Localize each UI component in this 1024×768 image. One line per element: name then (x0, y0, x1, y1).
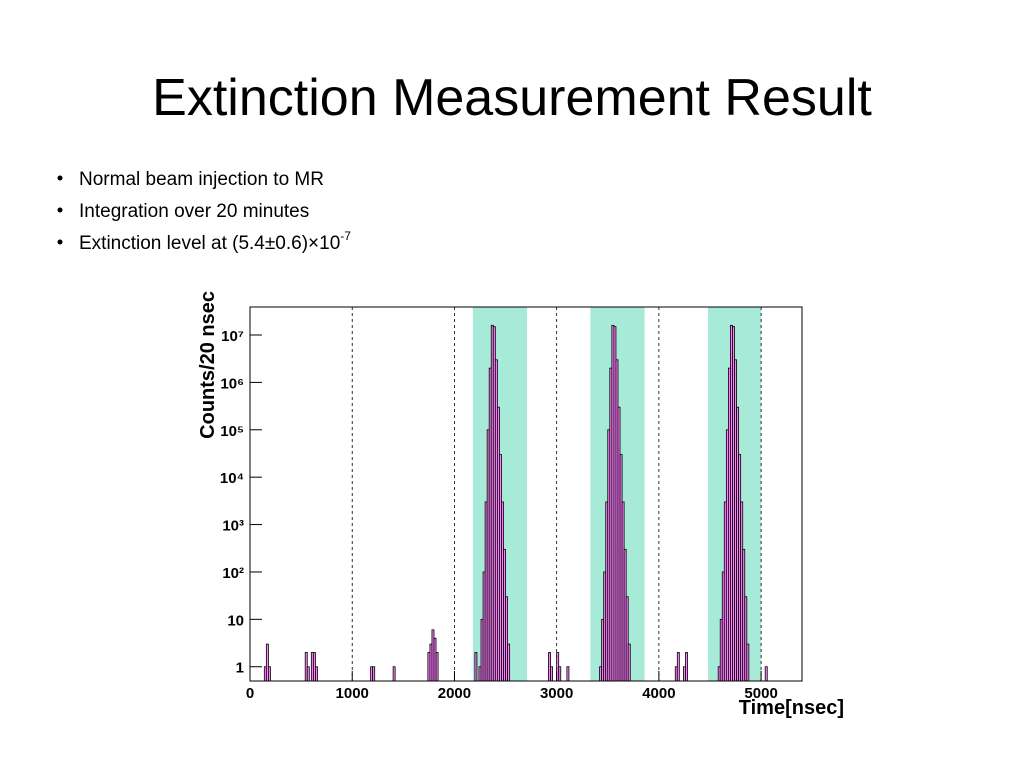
bullet-text: Extinction level at (5.4±0.6)×10 (79, 233, 340, 254)
histogram-bar (435, 652, 439, 682)
histogram-bar (306, 666, 310, 682)
histogram-bar (550, 666, 553, 682)
bullet-text: Integration over 20 minutes (79, 201, 309, 222)
x-axis-title: Time[nsec] (739, 697, 844, 719)
x-tick-label: 1000 (336, 685, 369, 702)
x-tick-label: 0 (246, 685, 254, 702)
histogram-bar (676, 652, 680, 682)
histogram-bar (392, 666, 396, 682)
y-tick-label: 10⁵ (220, 423, 244, 440)
y-tick-label: 10⁴ (220, 470, 244, 487)
y-axis-title: Counts/20 nsec (197, 291, 219, 439)
histogram-bar (627, 643, 631, 682)
histogram-bar (558, 666, 562, 682)
bullet-dot (57, 175, 63, 181)
bullet-text: Normal beam injection to MR (79, 169, 324, 190)
x-tick-label: 4000 (642, 685, 675, 702)
y-tick-label: 10⁷ (221, 328, 244, 345)
histogram-bar (315, 666, 318, 682)
y-tick-label: 10² (222, 565, 244, 582)
histogram-bar (764, 666, 768, 682)
x-tick-label: 5000 (744, 685, 777, 702)
histogram-bar (746, 643, 750, 682)
plot-frame (249, 306, 803, 682)
y-tick-label: 10 (227, 612, 244, 629)
histogram-bar (267, 666, 271, 682)
histogram-bar (507, 643, 511, 682)
y-tick-label: 1 (236, 660, 244, 677)
histogram-bar (566, 666, 570, 682)
superscript: -7 (340, 229, 351, 243)
bullet-dot (57, 207, 63, 213)
slide-title: Extinction Measurement Result (152, 69, 872, 127)
bullet-dot (57, 239, 63, 245)
y-tick-label: 10⁶ (220, 375, 244, 392)
x-tick-label: 2000 (438, 685, 471, 702)
y-tick-label: 10³ (222, 518, 244, 535)
histogram-bar (685, 652, 688, 682)
histogram-bar (474, 652, 478, 682)
histogram-bar (372, 666, 376, 682)
x-tick-label: 3000 (540, 685, 573, 702)
bullet-text: Extinction level at (5.4±0.6)×10-7 (79, 229, 351, 254)
